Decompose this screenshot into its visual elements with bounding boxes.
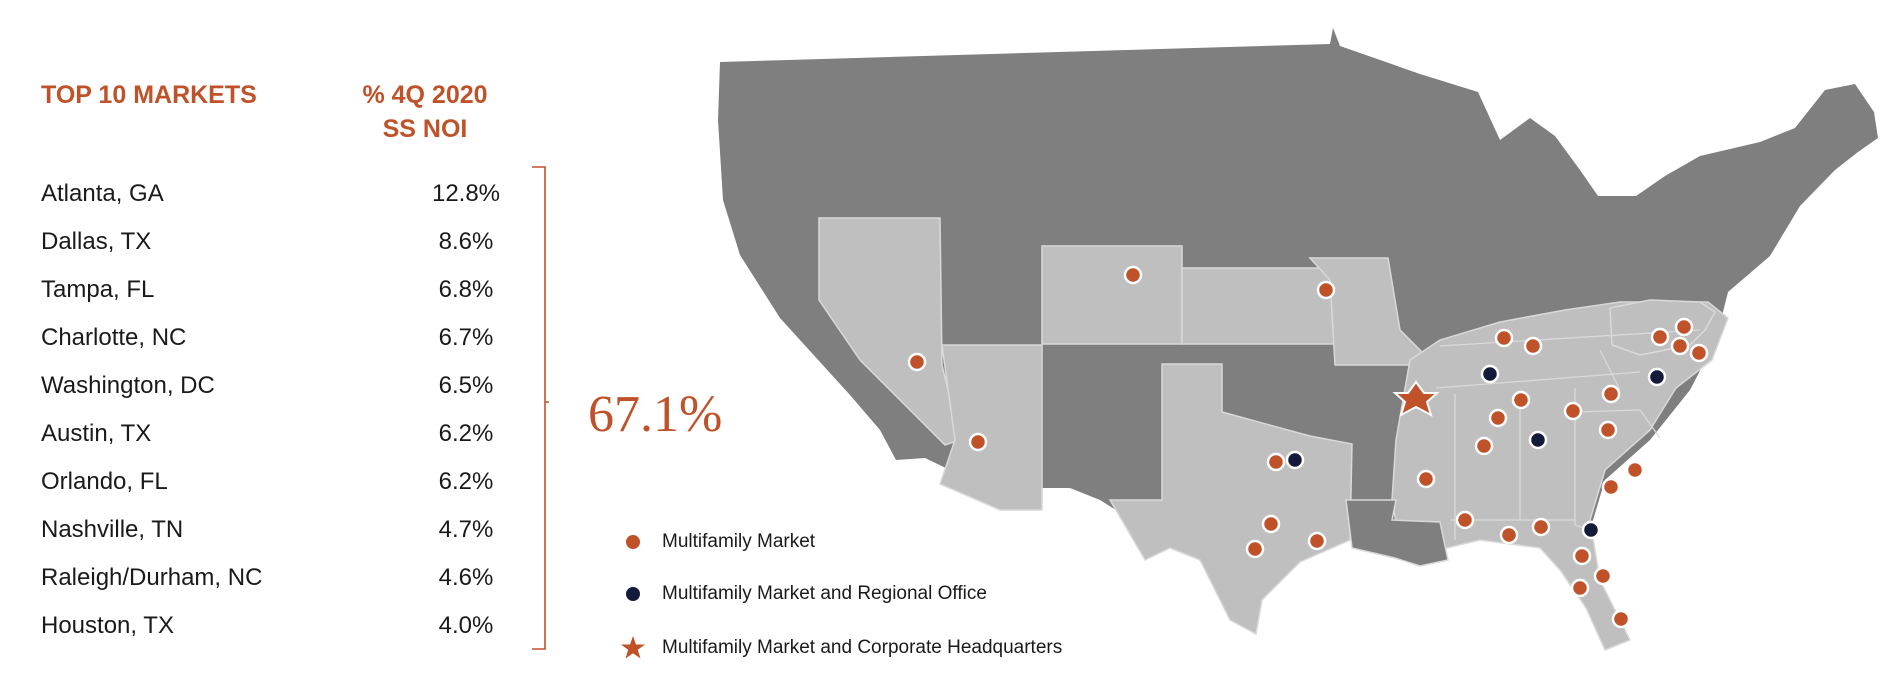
table-row: Raleigh/Durham, NC 4.6%	[41, 554, 493, 602]
market-dot	[1499, 525, 1519, 545]
market-dot	[1245, 539, 1265, 559]
headquarters-star-icon	[1392, 380, 1440, 418]
market-dot	[1674, 317, 1694, 337]
market-name: Washington, DC	[41, 372, 215, 399]
market-pct: 6.2%	[438, 468, 494, 495]
market-dot	[1531, 517, 1551, 537]
table-row: Dallas, TX 8.6%	[41, 218, 493, 266]
market-name: Orlando, FL	[41, 468, 168, 495]
table-row: Washington, DC 6.5%	[41, 362, 493, 410]
market-name: Austin, TX	[41, 420, 152, 447]
market-dot	[1488, 408, 1508, 428]
legend-label: Multifamily Market	[662, 531, 816, 552]
table-row: Tampa, FL 6.8%	[41, 266, 493, 314]
header-ss-noi: % 4Q 2020 SS NOI	[330, 78, 520, 146]
state-mid-atlantic	[1609, 299, 1716, 356]
state-kansas	[1181, 267, 1341, 345]
regional-office-dot	[1480, 364, 1500, 384]
header-top-markets: TOP 10 MARKETS	[41, 81, 257, 109]
market-dot	[1455, 510, 1475, 530]
market-pct: 6.5%	[438, 372, 494, 399]
market-pct: 4.6%	[438, 564, 494, 591]
table-row: Houston, TX 4.0%	[41, 602, 493, 650]
legend-label: Multifamily Market and Regional Office	[662, 583, 987, 604]
market-pct: 6.7%	[438, 324, 494, 351]
market-dot	[1511, 390, 1531, 410]
market-dot	[1563, 401, 1583, 421]
regional-office-dot	[1647, 367, 1667, 387]
market-name: Tampa, FL	[41, 276, 155, 303]
regional-office-dot	[1581, 520, 1601, 540]
market-pct: 4.0%	[438, 612, 494, 639]
table-row: Orlando, FL 6.2%	[41, 458, 493, 506]
market-pct: 4.7%	[438, 516, 494, 543]
market-dot	[1601, 477, 1621, 497]
market-dot	[1416, 469, 1436, 489]
state-arizona	[939, 344, 1043, 511]
market-dot	[1266, 452, 1286, 472]
market-dot	[968, 432, 988, 452]
market-dot	[1598, 420, 1618, 440]
navy-dot-icon	[626, 587, 640, 601]
market-dot	[1625, 460, 1645, 480]
table-row: Charlotte, NC 6.7%	[41, 314, 493, 362]
market-dot	[1689, 343, 1709, 363]
orange-dot-icon	[626, 535, 640, 549]
market-dot	[1570, 578, 1590, 598]
market-dot	[1307, 531, 1327, 551]
us-map	[718, 28, 1878, 651]
market-name: Charlotte, NC	[41, 324, 187, 351]
market-name: Dallas, TX	[41, 228, 152, 255]
market-dot	[907, 352, 927, 372]
state-texas	[1108, 363, 1353, 636]
market-dot	[1261, 514, 1281, 534]
table-row: Nashville, TN 4.7%	[41, 506, 493, 554]
state-colorado	[1041, 245, 1183, 345]
regional-office-dot	[1528, 430, 1548, 450]
legend-label: Multifamily Market and Corporate Headqua…	[662, 637, 1063, 658]
header-ss-noi-line1: % 4Q 2020	[362, 81, 488, 109]
state-louisiana	[1345, 499, 1449, 567]
market-dot	[1474, 436, 1494, 456]
market-dot	[1572, 546, 1592, 566]
table-row: Atlanta, GA 12.8%	[41, 170, 500, 218]
header-ss-noi-line2: SS NOI	[382, 115, 468, 143]
orange-star-icon	[621, 636, 645, 659]
market-dot	[1523, 336, 1543, 356]
market-dot	[1494, 328, 1514, 348]
market-pct: 8.6%	[438, 228, 494, 255]
market-name: Houston, TX	[41, 612, 174, 639]
market-name: Nashville, TN	[41, 516, 184, 543]
market-dot	[1123, 265, 1143, 285]
bracket-divider	[532, 166, 549, 650]
market-dot	[1611, 609, 1631, 629]
market-dot	[1593, 566, 1613, 586]
table-row: Austin, TX 6.2%	[41, 410, 493, 458]
market-pct: 12.8%	[431, 180, 501, 207]
regional-office-dot	[1285, 450, 1305, 470]
total-percentage: 67.1%	[588, 386, 723, 443]
market-dot	[1670, 336, 1690, 356]
market-name: Raleigh/Durham, NC	[41, 564, 263, 591]
market-dot	[1316, 280, 1336, 300]
market-dot	[1601, 384, 1621, 404]
market-pct: 6.2%	[438, 420, 494, 447]
market-dot	[1650, 327, 1670, 347]
market-name: Atlanta, GA	[41, 180, 164, 207]
market-pct: 6.8%	[438, 276, 494, 303]
state-nevada	[818, 217, 961, 446]
